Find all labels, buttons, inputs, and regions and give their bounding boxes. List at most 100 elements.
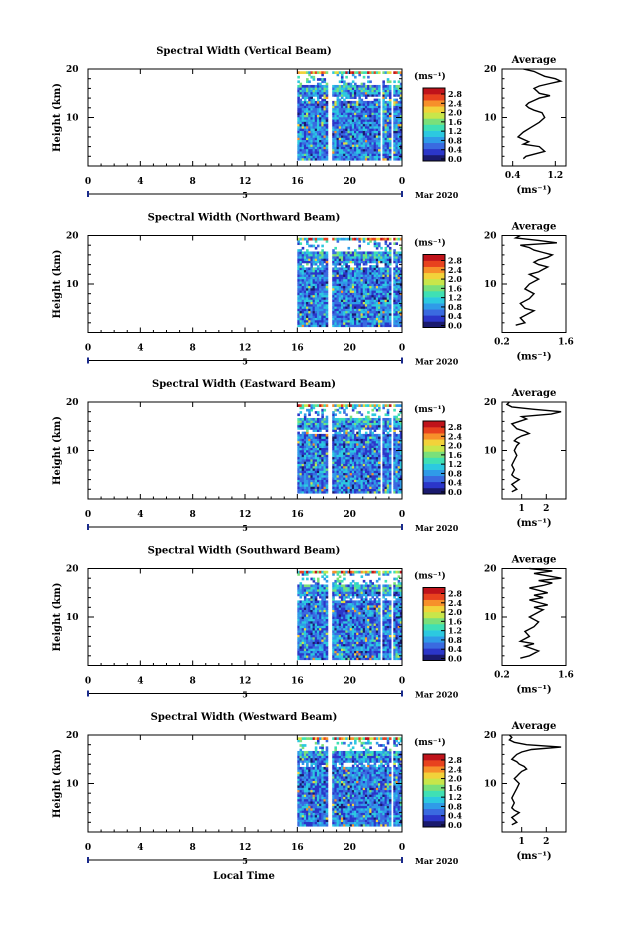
heatmap-cell — [336, 290, 340, 293]
heatmap-cell — [382, 153, 385, 157]
heatmap-cell — [310, 436, 313, 439]
heatmap-cell — [323, 481, 327, 485]
heatmap-cell — [380, 294, 383, 298]
heatmap-cell — [343, 317, 346, 321]
heatmap-cell — [299, 100, 303, 104]
heatmap-cell — [299, 71, 303, 74]
heatmap-cell — [351, 114, 355, 118]
heatmap-cell — [299, 602, 303, 606]
heatmap-cell — [306, 153, 309, 157]
colorbar-tick-label: 0.4 — [448, 478, 462, 488]
heatmap-cell — [297, 91, 300, 95]
heatmap-cell — [397, 253, 401, 257]
heatmap-cell — [371, 121, 375, 125]
heatmap-cell — [343, 71, 346, 74]
heatmap-cell — [308, 294, 311, 298]
heatmap-cell — [303, 253, 307, 257]
heatmap-cell — [345, 281, 348, 284]
heatmap-cell — [369, 484, 372, 487]
heatmap-cell — [334, 424, 337, 428]
heatmap-cell — [356, 265, 359, 268]
heatmap-cell — [301, 287, 305, 291]
heatmap-cell — [338, 477, 342, 480]
heatmap-cell — [356, 287, 359, 291]
heatmap-cell — [384, 322, 388, 325]
heatmap-cell — [369, 103, 372, 106]
heatmap-cell — [395, 262, 399, 266]
heatmap-cell — [354, 110, 357, 113]
heatmap-cell — [375, 299, 379, 303]
heatmap-cell — [369, 240, 372, 243]
heatmap-cell — [354, 151, 357, 154]
heatmap-cell — [308, 244, 311, 248]
heatmap-cell — [347, 449, 351, 453]
heatmap-cell — [303, 153, 307, 157]
heatmap-cell — [338, 119, 342, 122]
heatmap-cell — [369, 317, 372, 321]
heatmap-cell — [325, 454, 329, 458]
heatmap-cell — [373, 465, 377, 469]
average-x-label: (ms⁻¹) — [516, 185, 551, 196]
heatmap-cell — [336, 116, 340, 120]
heatmap-cell — [338, 153, 342, 157]
heatmap-cell — [297, 648, 300, 651]
heatmap-cell — [395, 125, 399, 129]
heatmap-cell — [395, 420, 399, 423]
heatmap-cell — [367, 447, 370, 451]
heatmap-cell — [306, 276, 309, 280]
heatmap-cell — [334, 445, 337, 448]
heatmap-cell — [319, 310, 322, 314]
heatmap-cell — [358, 84, 361, 88]
heatmap-cell — [375, 310, 379, 314]
heatmap-cell — [351, 490, 355, 494]
heatmap-cell — [323, 427, 327, 430]
heatmap-cell — [306, 249, 309, 252]
heatmap-cell — [393, 443, 396, 446]
heatmap-cell — [362, 299, 366, 303]
heatmap-cell — [319, 157, 322, 161]
heatmap-cell — [303, 258, 307, 261]
heatmap-cell — [321, 488, 324, 492]
heatmap-cell — [297, 253, 300, 257]
heatmap-cell — [321, 146, 324, 150]
heatmap-cell — [319, 141, 322, 145]
heatmap-cell — [380, 313, 383, 316]
heatmap-cell — [362, 458, 366, 462]
heatmap-cell — [354, 458, 357, 462]
heatmap-cell — [349, 110, 353, 113]
heatmap-cell — [314, 125, 318, 129]
heatmap-cell — [314, 465, 318, 469]
heatmap-cell — [334, 427, 337, 430]
heatmap-cell — [332, 271, 335, 275]
heatmap-cell — [375, 481, 379, 485]
heatmap-cell — [319, 294, 322, 298]
heatmap-cell — [371, 285, 375, 289]
heatmap-cell — [338, 472, 342, 476]
heatmap-cell — [299, 110, 303, 113]
heatmap-cell — [321, 153, 324, 157]
heatmap-cell — [384, 139, 388, 143]
heatmap-cell — [340, 420, 344, 423]
heatmap-cell — [319, 283, 322, 287]
heatmap-cell — [367, 110, 370, 113]
heatmap-cell — [358, 313, 361, 316]
heatmap-cell — [343, 251, 346, 255]
heatmap-cell — [310, 262, 313, 266]
heatmap-cell — [336, 308, 340, 312]
heatmap-cell — [399, 285, 403, 289]
heatmap-cell — [378, 278, 381, 282]
heatmap-cell — [395, 470, 399, 474]
heatmap-cell — [351, 271, 355, 275]
heatmap-cell — [310, 148, 313, 152]
heatmap-cell — [316, 103, 320, 106]
heatmap-cell — [397, 452, 401, 455]
heatmap-cell — [362, 285, 366, 289]
heatmap-cell — [303, 137, 307, 141]
heatmap-cell — [297, 618, 300, 622]
heatmap-cell — [321, 271, 324, 275]
heatmap-cell — [345, 137, 348, 141]
heatmap-cell — [362, 445, 366, 448]
heatmap-cell — [369, 456, 372, 460]
heatmap-cell — [349, 477, 353, 480]
heatmap-cell — [340, 73, 344, 77]
